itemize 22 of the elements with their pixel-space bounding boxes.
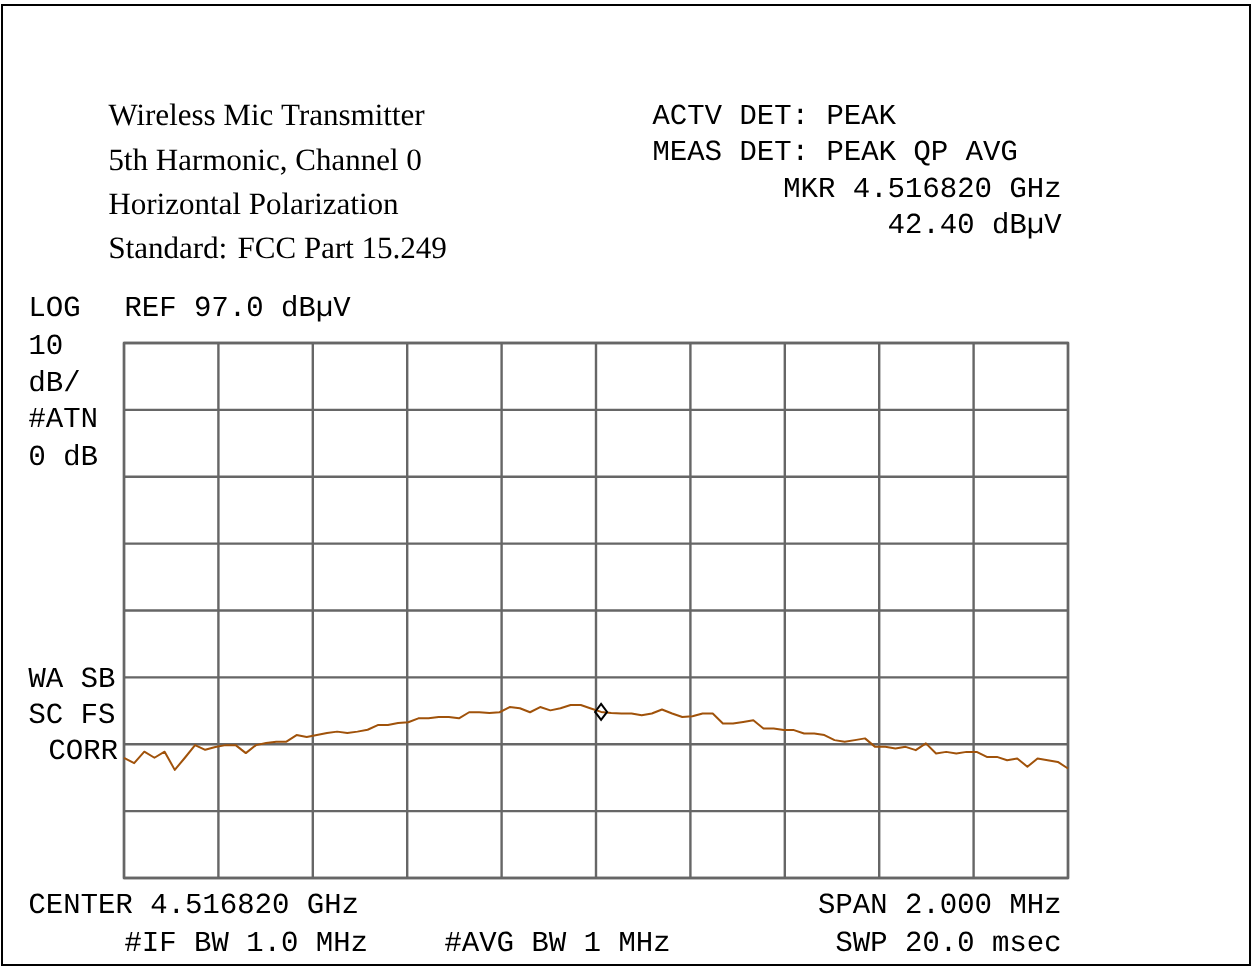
text: CENTER 4.516820 GHz bbox=[30, 893, 357, 914]
text: LOG bbox=[31, 296, 79, 317]
text: MKR 4.516820 GHz bbox=[784, 177, 1060, 198]
text: #IF BW 1.0 MHz bbox=[125, 931, 366, 952]
text: SWP 20.0 msec bbox=[836, 931, 1060, 952]
text: Standard: FCC Part 15.249 bbox=[110, 236, 446, 259]
text: ACTV DET: PEAK bbox=[652, 104, 896, 125]
text: REF 97.0 dBµV bbox=[126, 294, 351, 322]
chart-subtitle: 5th Harmonic, Channel 0 bbox=[110, 148, 421, 175]
text: MEAS DET: PEAK QP AVG bbox=[654, 140, 1017, 166]
text: WA SB bbox=[28, 667, 115, 688]
text: dB/ bbox=[30, 369, 79, 392]
text: 10 bbox=[30, 334, 62, 355]
text: 42.40 dBµV bbox=[889, 211, 1062, 239]
chart-title: Wireless Mic Transmitter bbox=[108, 103, 425, 126]
text: 0 dB bbox=[30, 443, 97, 466]
text: SC FS bbox=[29, 703, 114, 724]
text: SPAN 2.000 MHz bbox=[819, 893, 1060, 914]
text: CORR bbox=[50, 739, 118, 760]
text: #AVG BW 1 MHz bbox=[445, 931, 669, 952]
text: #ATN bbox=[29, 407, 96, 427]
text: Horizontal Polarization bbox=[109, 192, 399, 215]
